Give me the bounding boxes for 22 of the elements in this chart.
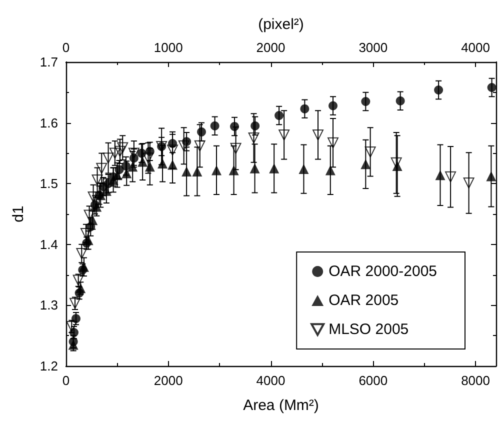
legend-label: OAR 2000-2005 (328, 263, 437, 280)
y-tick-label: 1.7 (40, 54, 58, 70)
x-tick-label: 2000 (154, 373, 183, 388)
x2-tick-label: 4000 (461, 40, 490, 55)
y-axis-title: d1 (10, 206, 27, 222)
y-tick-label: 1.6 (40, 115, 58, 130)
y-tick-label: 1.4 (40, 236, 58, 252)
x2-axis-title: (pixel²) (258, 16, 304, 33)
x2-tick-label: 0 (62, 40, 70, 55)
y-tick-label: 1.5 (40, 176, 58, 192)
x-tick-label: 4000 (256, 373, 286, 388)
y-tick-label: 1.3 (40, 298, 58, 313)
x-axis-title: Area (Mm²) (243, 397, 319, 414)
x-tick-label: 6000 (358, 373, 388, 388)
legend-label: OAR 2005 (328, 292, 399, 309)
x2-tick-label: 3000 (358, 40, 388, 55)
legend-label: MLSO 2005 (328, 321, 409, 338)
x2-tick-label: 2000 (256, 40, 286, 55)
x-tick-label: 0 (62, 373, 70, 388)
x-tick-label: 8000 (461, 373, 490, 388)
y-tick-label: 1.2 (40, 358, 58, 374)
x2-tick-label: 1000 (154, 40, 183, 55)
